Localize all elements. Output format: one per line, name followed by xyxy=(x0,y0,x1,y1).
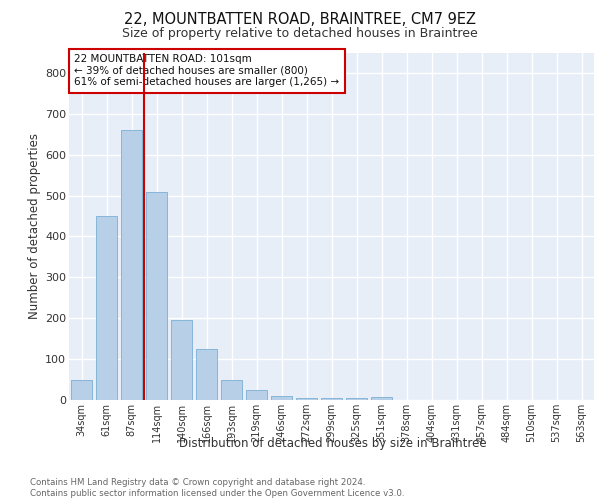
Bar xyxy=(221,380,242,400)
Text: Contains HM Land Registry data © Crown copyright and database right 2024.
Contai: Contains HM Land Registry data © Crown c… xyxy=(30,478,404,498)
Text: Size of property relative to detached houses in Braintree: Size of property relative to detached ho… xyxy=(122,28,478,40)
Bar xyxy=(246,390,267,400)
Bar xyxy=(196,349,217,400)
Bar xyxy=(321,398,342,400)
Bar xyxy=(346,398,367,400)
Bar xyxy=(271,396,292,400)
Bar xyxy=(171,320,192,400)
Bar xyxy=(96,216,117,400)
Bar xyxy=(71,380,92,400)
Text: 22, MOUNTBATTEN ROAD, BRAINTREE, CM7 9EZ: 22, MOUNTBATTEN ROAD, BRAINTREE, CM7 9EZ xyxy=(124,12,476,28)
Bar xyxy=(146,192,167,400)
Text: 22 MOUNTBATTEN ROAD: 101sqm
← 39% of detached houses are smaller (800)
61% of se: 22 MOUNTBATTEN ROAD: 101sqm ← 39% of det… xyxy=(74,54,340,88)
Y-axis label: Number of detached properties: Number of detached properties xyxy=(28,133,41,320)
Text: Distribution of detached houses by size in Braintree: Distribution of detached houses by size … xyxy=(179,438,487,450)
Bar xyxy=(371,396,392,400)
Bar xyxy=(296,398,317,400)
Bar xyxy=(121,130,142,400)
